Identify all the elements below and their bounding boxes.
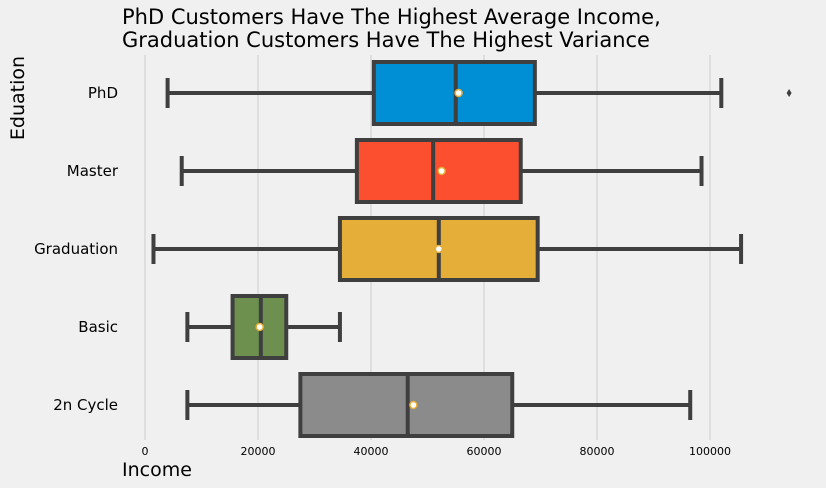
x-tick-label: 40000 [354,445,389,458]
x-tick-label: 80000 [580,445,615,458]
mean-marker [434,244,444,254]
x-tick-label: 20000 [241,445,276,458]
mean-marker [255,322,264,332]
y-axis-label: Eduation [7,56,29,140]
category-label: Master [67,162,119,180]
box-group: 2n Cycle [53,372,693,438]
mean-marker [437,166,446,176]
x-tick-label: 60000 [467,445,502,458]
x-axis-label: Income [122,459,192,481]
category-label: PhD [88,84,118,102]
chart-title-line2: Graduation Customers Have The Highest Va… [122,28,650,52]
box-layer: PhD Master Graduation Basic 2n Cycle [34,60,792,438]
box-group: Basic [78,294,342,360]
mean-marker [409,400,418,410]
x-tick-label: 100000 [689,445,731,458]
mean-marker [454,88,463,98]
chart-title-line1: PhD Customers Have The Highest Average I… [122,5,661,29]
category-label: Graduation [34,240,118,258]
box-group: PhD [88,60,792,126]
box-group: Graduation [34,216,744,282]
box-group: Master [67,138,704,204]
x-tick-label: 0 [142,445,149,458]
category-label: 2n Cycle [53,396,118,414]
outlier-marker [786,89,792,97]
category-label: Basic [78,318,118,336]
tick-layer: 0 20000 40000 60000 80000 100000 [142,445,732,458]
